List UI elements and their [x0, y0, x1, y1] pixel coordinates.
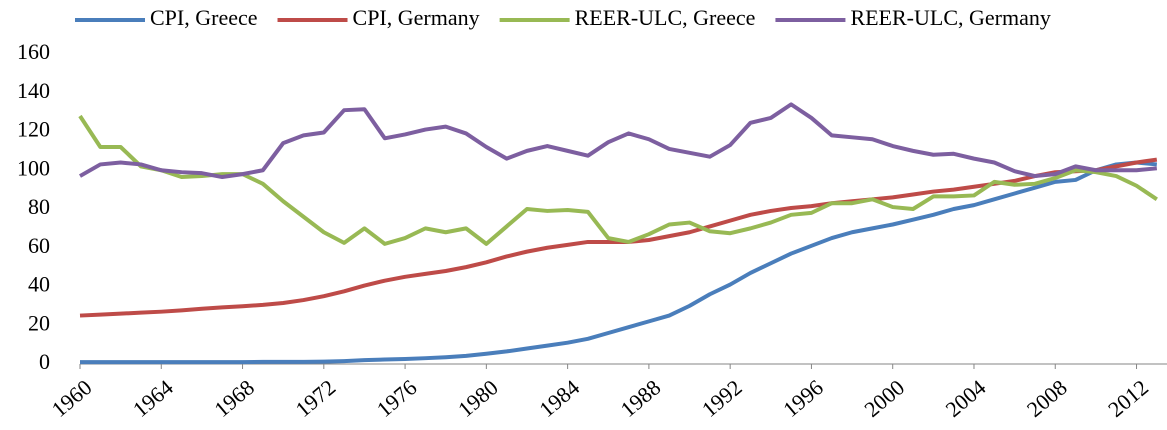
x-tick-label: 1976: [372, 375, 422, 422]
y-tick-label: 160: [17, 39, 50, 64]
series-line: [79, 102, 1158, 180]
x-tick-label: 1968: [209, 375, 259, 422]
x-tick-label: 2004: [941, 375, 991, 422]
y-tick-label: 80: [28, 194, 50, 219]
y-tick-label: 40: [28, 272, 50, 297]
y-tick-label: 100: [17, 155, 50, 180]
x-tick-label: 1964: [128, 375, 178, 422]
x-tick-label: 1996: [778, 375, 828, 422]
series-line: [80, 160, 1158, 365]
x-tick-label: 2000: [859, 375, 909, 422]
y-tick-label: 60: [28, 233, 50, 258]
series-line: [78, 114, 1158, 246]
x-tick-label: 2012: [1103, 375, 1153, 422]
x-tick-label: 1972: [290, 375, 340, 422]
x-tick-label: 1980: [453, 375, 503, 422]
legend-label: CPI, Germany: [353, 5, 480, 30]
y-tick-label: 140: [17, 78, 50, 103]
y-tick-label: 120: [17, 117, 50, 142]
y-tick-label: 0: [39, 349, 50, 374]
x-tick-label: 1988: [616, 375, 666, 422]
x-tick-label: 1960: [47, 375, 97, 422]
legend-label: REER-ULC, Germany: [850, 5, 1050, 30]
x-tick-label: 1992: [697, 375, 747, 422]
x-tick-label: 2008: [1022, 375, 1072, 422]
legend-label: CPI, Greece: [150, 5, 258, 30]
legend-label: REER-ULC, Greece: [575, 5, 756, 30]
x-tick-label: 1984: [534, 375, 584, 422]
y-tick-label: 20: [28, 310, 50, 335]
